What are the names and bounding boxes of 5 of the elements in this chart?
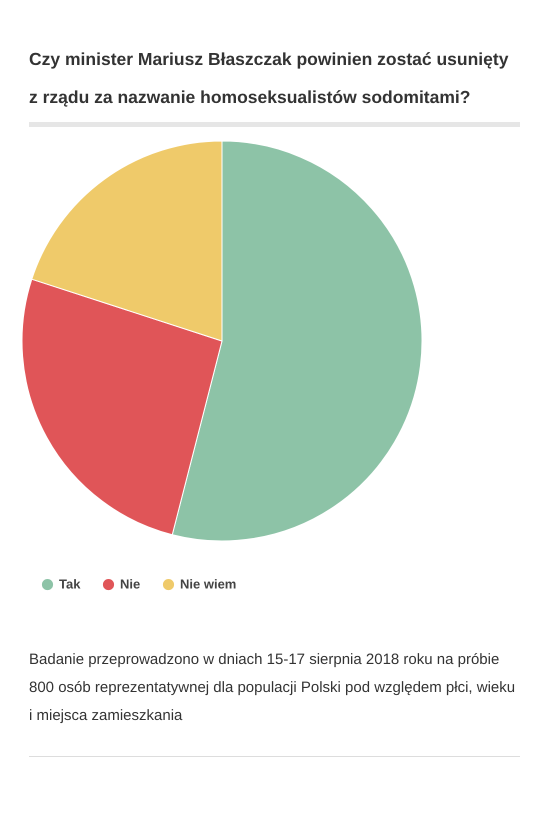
legend-label: Nie — [120, 576, 140, 592]
text: Badanie przeprowadzono w dniach 15-17 sierpnia 2018 roku na próbie 800 osób reprezentatywnej dla populacji Polski pod względem płci, wieku i miejsca zamieszkania — [29, 650, 516, 726]
legend-label: Nie wiem — [180, 576, 236, 592]
legend-label: Tak — [59, 576, 82, 592]
chart-title: Czy minister Mariusz Błaszczak powinien zostać usunięty z rządu za nazwanie homoseksualistów sodomitami? — [29, 48, 510, 109]
